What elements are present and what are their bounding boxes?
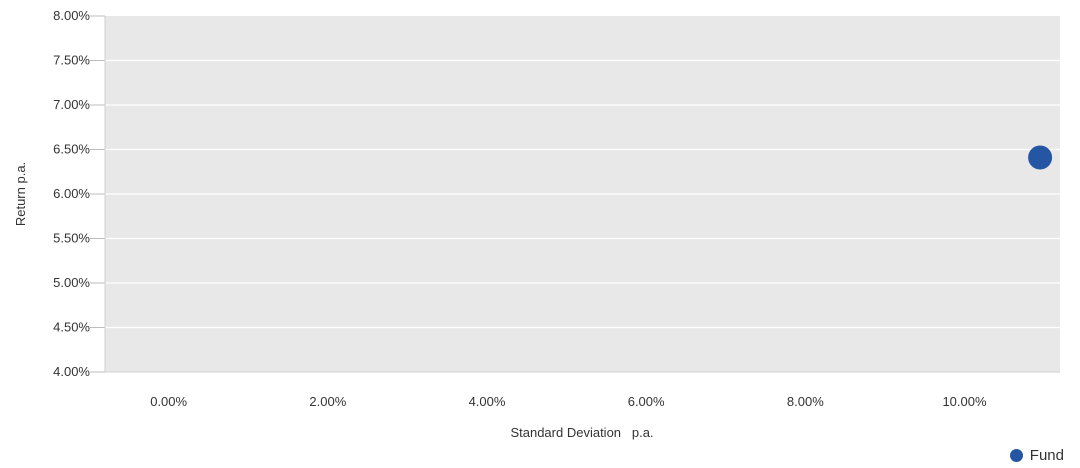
x-tick-label: 8.00% <box>787 394 824 409</box>
y-tick-label: 8.00% <box>53 8 90 23</box>
x-tick-label: 4.00% <box>469 394 506 409</box>
x-tick-label: 10.00% <box>942 394 987 409</box>
y-tick-label: 4.50% <box>53 320 90 335</box>
y-tick-label: 7.00% <box>53 97 90 112</box>
x-tick-label: 0.00% <box>150 394 187 409</box>
data-points <box>1028 145 1053 170</box>
x-tick-label: 6.00% <box>628 394 665 409</box>
x-tick-label: 2.00% <box>309 394 346 409</box>
y-tick-label: 4.00% <box>53 364 90 379</box>
legend-marker-icon <box>1009 449 1023 462</box>
y-axis-ticks: 4.00% 4.50% 5.00% 5.50% 6.00% 6.50% 7.00% 7.50%… <box>53 8 105 379</box>
y-tick-label: 6.00% <box>53 186 90 201</box>
y-tick-label: 6.50% <box>53 142 90 157</box>
y-tick-label: 7.50% <box>53 53 90 68</box>
data-point[interactable] <box>1028 145 1053 170</box>
legend-label: Fund <box>1029 447 1064 464</box>
gridlines <box>105 59 1060 329</box>
legend: Fund <box>1009 447 1064 464</box>
y-tick-label: 5.00% <box>53 275 90 290</box>
x-axis-ticks: 0.00% 2.00% 4.00% 6.00% 8.00% 10.00% <box>150 394 987 409</box>
y-tick-label: 5.50% <box>53 231 90 246</box>
x-axis-title: Standard Deviation p.a. <box>510 425 653 440</box>
y-axis-title: Return p.a. <box>13 162 28 226</box>
